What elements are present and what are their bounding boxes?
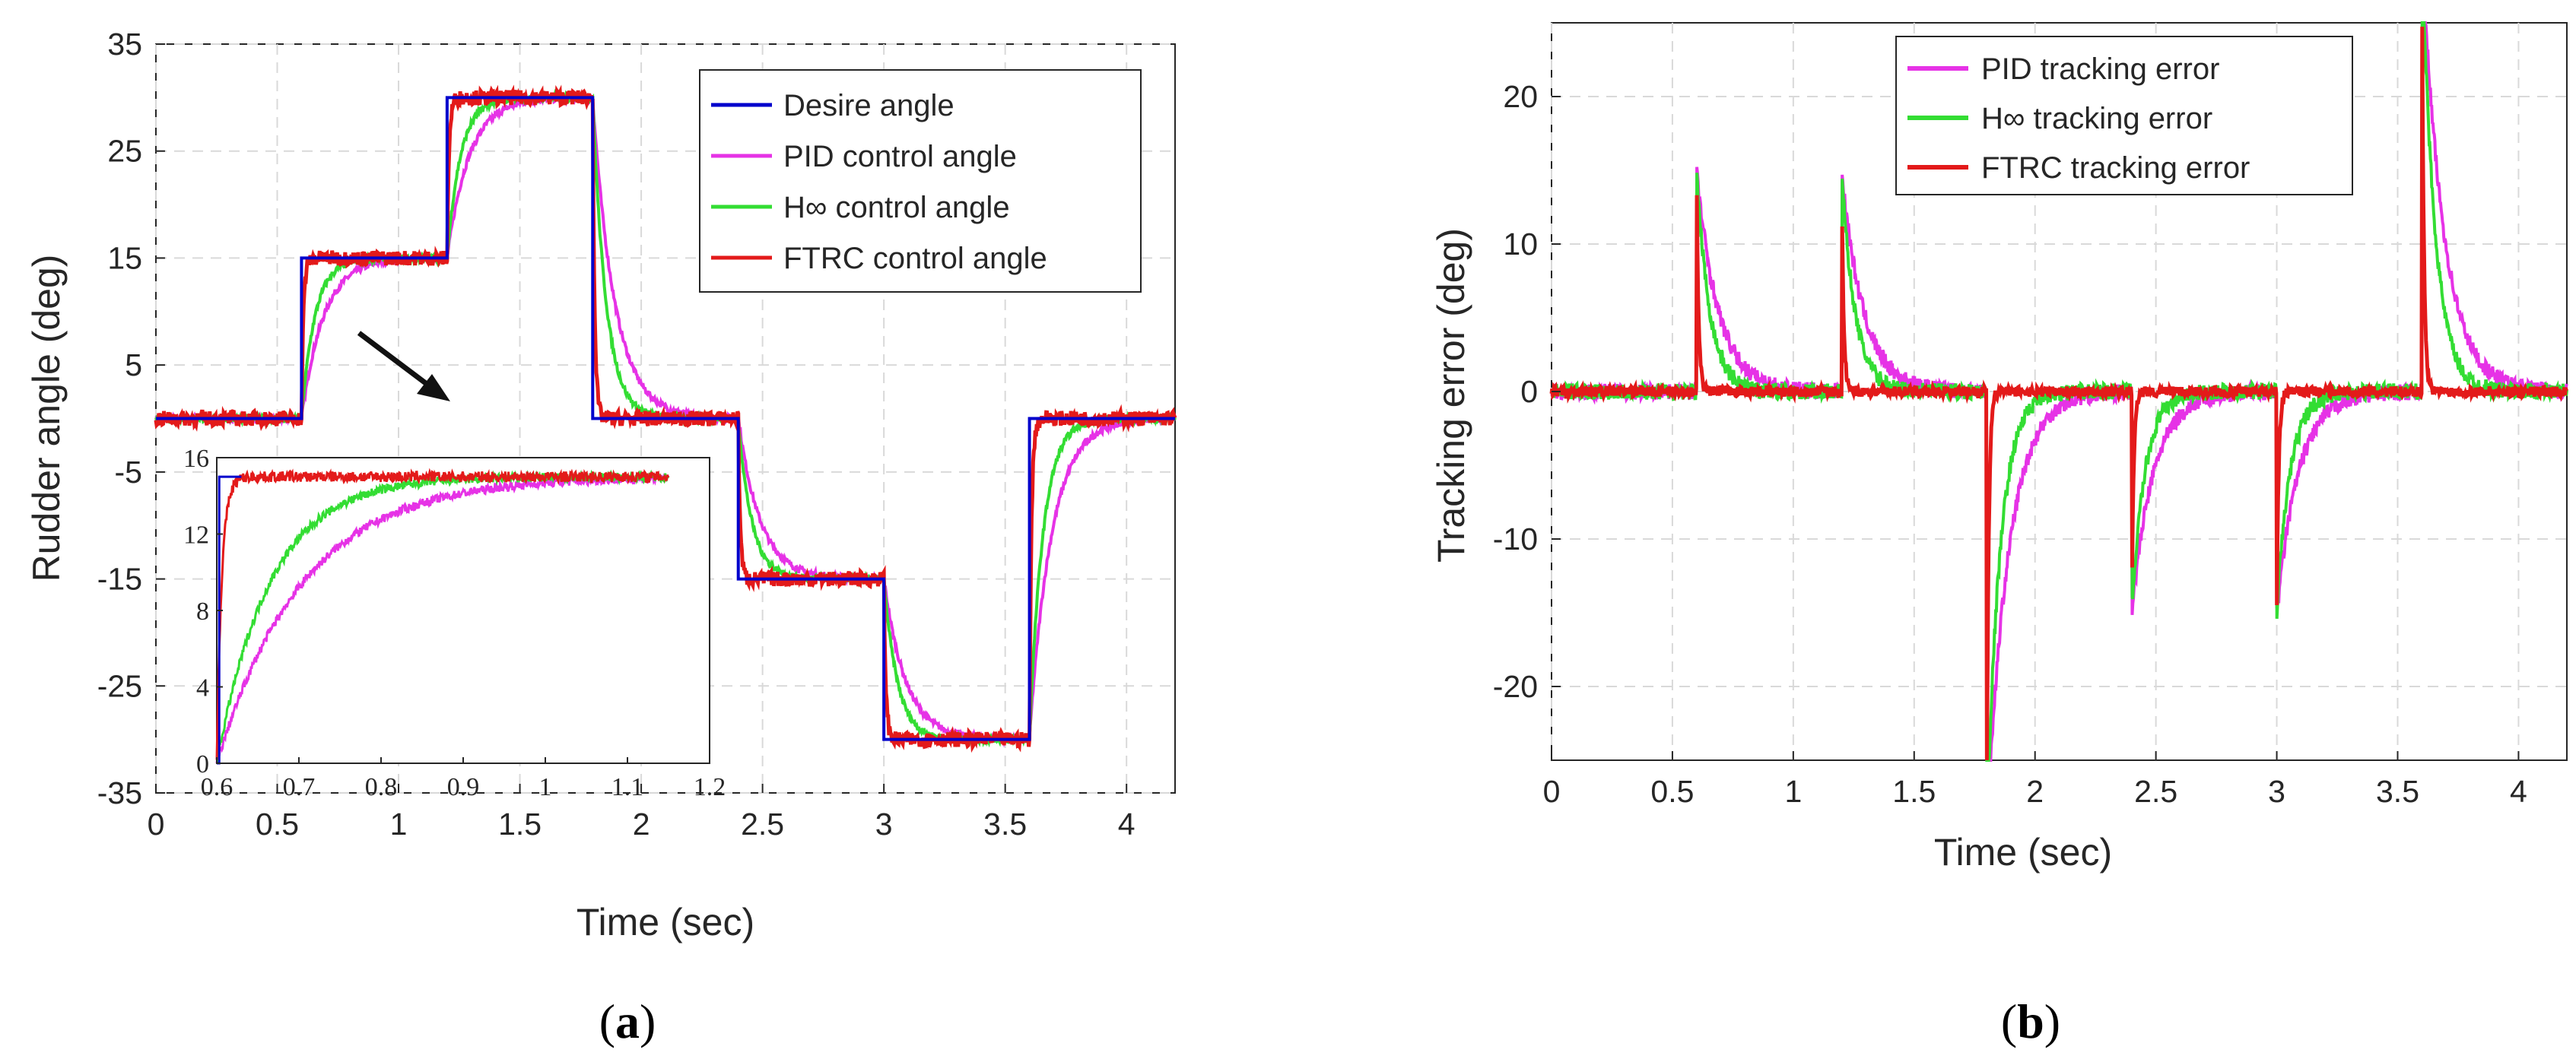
- panel-a-inset: 0.6 0.7 0.8 0.9 1 1.1 1.2 16 12 8 4 0: [183, 445, 726, 801]
- panel-a-y-tick-label: -15: [97, 562, 142, 597]
- panel-b-x-tick-label: 1.5: [1892, 774, 1936, 809]
- inset-y-tick-label: 12: [183, 522, 209, 550]
- panel-a-x-tick-label: 3: [875, 807, 893, 842]
- panel-b-lines: [1549, 21, 2569, 762]
- panel-a-y-tick-label: -35: [97, 775, 142, 810]
- panel-a-x-tick-label: 0.5: [256, 807, 299, 842]
- panel-a-y-tick-label: 5: [125, 347, 142, 382]
- panel-a-legend: Desire angle PID control angle H∞ control …: [699, 69, 1142, 293]
- panel-b-x-tick-label: 3.5: [2376, 774, 2419, 809]
- inset-y-tick-label: 8: [196, 598, 209, 626]
- caption-a-letter: a: [615, 994, 640, 1048]
- panel-a-y-tick-label: -5: [115, 455, 142, 490]
- panel-a-x-tick-label: 0: [148, 807, 165, 842]
- panel-a-series-0: [156, 96, 1175, 741]
- panel-b-x-ticks: 0 0.5 1 1.5 2 2.5 3 3.5 4: [1543, 751, 2527, 809]
- panel-a-x-tick-label: 4: [1118, 807, 1136, 842]
- inset-lines: [215, 468, 670, 765]
- inset-y-ticks: 16 12 8 4 0: [183, 445, 223, 778]
- panel-a-y-tick-label: -25: [97, 668, 142, 703]
- panel-a-caption: (a): [599, 994, 656, 1048]
- panel-b-chart: 0 0.5 1 1.5 2 2.5 3 3.5 4 20 10 0 -10 -20 PID tracki…: [1430, 21, 2569, 1048]
- panel-a-x-tick-label: 2: [633, 807, 650, 842]
- panel-b-y-ticks: 20 10 0 -10 -20: [1493, 79, 1561, 704]
- panel-b-series-2: [1549, 27, 2569, 761]
- panel-b-x-tick-label: 1: [1784, 774, 1802, 809]
- panel-b-caption: (b): [2001, 994, 2060, 1048]
- panel-a-x-tick-label: 1: [390, 807, 408, 842]
- inset-x-tick-label: 0.6: [201, 773, 233, 801]
- panel-b-y-tick-label: 10: [1503, 227, 1538, 262]
- panel-b-y-tick-label: 0: [1520, 374, 1538, 409]
- inset-y-tick-label: 16: [183, 445, 209, 473]
- panel-b-x-tick-label: 2: [2026, 774, 2044, 809]
- panel-b-y-tick-label: -20: [1493, 669, 1538, 704]
- inset-y-tick-label: 0: [196, 750, 209, 778]
- caption-a-open: (: [599, 994, 615, 1048]
- panel-a-lines: [154, 84, 1177, 753]
- inset-plot-area: [216, 457, 710, 764]
- panel-b-legend-label: FTRC tracking error: [1981, 151, 2250, 185]
- inset-x-ticks: 0.6 0.7 0.8 0.9 1 1.1 1.2: [201, 757, 726, 801]
- inset-x-tick-label: 0.8: [365, 773, 398, 801]
- panel-a-y-tick-label: 25: [107, 134, 142, 169]
- panel-a-legend-label: H∞ control angle: [783, 191, 1010, 224]
- panel-a-legend-label: FTRC control angle: [783, 242, 1047, 275]
- panel-b-y-label: Tracking error (deg): [1430, 228, 1472, 563]
- inset-x-tick-label: 0.9: [447, 773, 480, 801]
- panel-b-y-tick-label: -10: [1493, 522, 1538, 556]
- caption-b-open: (: [2001, 994, 2017, 1048]
- caption-b-close: ): [2044, 994, 2060, 1048]
- panel-b-x-tick-label: 4: [2510, 774, 2527, 809]
- panel-b-legend-label: H∞ tracking error: [1981, 102, 2212, 135]
- panel-a-x-label: Time (sec): [577, 901, 754, 943]
- panel-a-chart: 0 0.5 1 1.5 2 2.5 3 3.5 4 35 25 15 5 -5 -15 -25 -35 0.6…: [25, 27, 1177, 1048]
- panel-a-legend-label: Desire angle: [783, 89, 954, 122]
- panel-a-x-tick-label: 1.5: [498, 807, 542, 842]
- panel-b-y-tick-label: 20: [1503, 79, 1538, 114]
- panel-a-x-ticks: 0 0.5 1 1.5 2 2.5 3 3.5 4: [148, 784, 1136, 842]
- panel-a-y-label: Rudder angle (deg): [25, 255, 68, 582]
- panel-b-legend-label: PID tracking error: [1981, 52, 2219, 86]
- panel-a-y-tick-label: 35: [107, 27, 142, 62]
- inset-y-tick-label: 4: [196, 674, 209, 702]
- inset-x-tick-label: 1.1: [611, 773, 644, 801]
- inset-x-tick-label: 0.7: [283, 773, 316, 801]
- inset-x-tick-label: 1.2: [694, 773, 726, 801]
- inset-x-tick-label: 1: [539, 773, 552, 801]
- inset-series-3: [215, 468, 670, 760]
- panel-a-x-tick-label: 2.5: [741, 807, 784, 842]
- caption-b-letter: b: [2017, 994, 2044, 1048]
- panel-b-x-label: Time (sec): [1934, 831, 2112, 874]
- caption-a-close: ): [640, 994, 656, 1048]
- panel-a-y-ticks: 35 25 15 5 -5 -15 -25 -35: [97, 27, 165, 810]
- panel-b-x-tick-label: 0: [1543, 774, 1561, 809]
- panel-b-legend: PID tracking error H∞ tracking error FTRC …: [1895, 36, 2353, 195]
- panel-b-x-tick-label: 3: [2268, 774, 2285, 809]
- panel-b-x-tick-label: 0.5: [1650, 774, 1694, 809]
- panel-a-x-tick-label: 3.5: [983, 807, 1027, 842]
- panel-a-series-3: [154, 84, 1177, 753]
- panel-b-x-tick-label: 2.5: [2134, 774, 2177, 809]
- inset-pointer-arrow: [357, 331, 450, 401]
- panel-a-y-tick-label: 15: [107, 240, 142, 275]
- panel-a-legend-label: PID control angle: [783, 140, 1017, 173]
